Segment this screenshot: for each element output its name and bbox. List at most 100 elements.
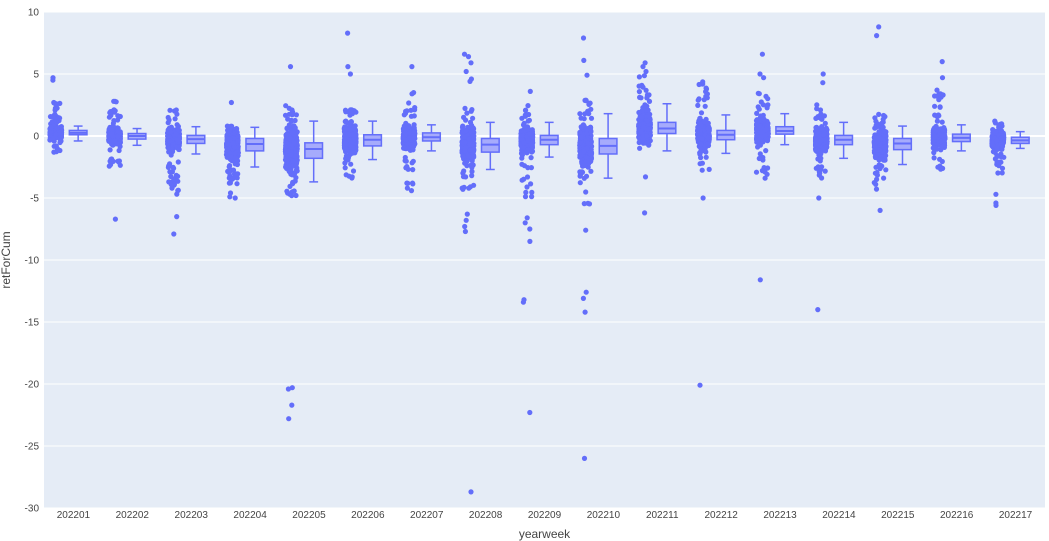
data-point bbox=[403, 130, 409, 136]
data-point bbox=[528, 155, 534, 161]
data-point bbox=[348, 119, 354, 125]
data-point bbox=[757, 151, 763, 157]
data-point bbox=[166, 117, 172, 123]
data-point bbox=[529, 189, 535, 195]
data-point bbox=[49, 119, 55, 125]
y-tick-label: 10 bbox=[28, 8, 40, 19]
y-tick-label: -5 bbox=[30, 194, 39, 205]
data-point bbox=[283, 164, 289, 170]
outlier-point bbox=[232, 195, 238, 201]
box-group-202204[interactable] bbox=[223, 99, 265, 201]
data-point bbox=[224, 153, 230, 160]
outlier-point bbox=[640, 64, 646, 70]
data-point bbox=[352, 126, 358, 132]
data-point bbox=[406, 100, 412, 106]
data-point bbox=[579, 169, 585, 175]
outlier-point bbox=[643, 68, 649, 75]
data-point bbox=[342, 165, 348, 171]
data-point bbox=[765, 102, 771, 108]
data-point bbox=[349, 150, 355, 156]
outlier-point bbox=[527, 226, 533, 232]
data-point bbox=[578, 134, 584, 140]
data-point bbox=[636, 74, 643, 80]
data-point bbox=[288, 152, 294, 158]
data-point bbox=[581, 116, 587, 122]
data-point bbox=[703, 93, 709, 99]
outlier-point bbox=[580, 295, 587, 301]
outlier-point bbox=[761, 75, 767, 81]
data-point bbox=[525, 147, 531, 153]
data-point bbox=[293, 163, 299, 169]
data-point bbox=[698, 149, 704, 155]
jitter-points bbox=[47, 75, 65, 155]
data-point bbox=[167, 125, 173, 131]
data-point bbox=[462, 148, 468, 154]
data-point bbox=[110, 120, 116, 126]
data-point bbox=[165, 145, 171, 151]
data-point bbox=[697, 127, 703, 133]
outlier-point bbox=[584, 72, 590, 78]
data-point bbox=[285, 190, 291, 196]
outlier-point bbox=[462, 228, 468, 235]
data-point bbox=[528, 141, 534, 147]
data-point bbox=[410, 147, 416, 153]
data-point bbox=[53, 132, 59, 138]
outlier-point bbox=[468, 489, 474, 495]
data-point bbox=[646, 126, 652, 132]
data-point bbox=[175, 123, 181, 130]
data-point bbox=[402, 145, 408, 151]
box-iqr bbox=[304, 142, 324, 160]
data-point bbox=[168, 129, 174, 135]
data-point bbox=[411, 122, 417, 128]
data-point bbox=[230, 140, 236, 146]
data-point bbox=[588, 115, 595, 121]
data-point bbox=[700, 79, 706, 85]
data-point bbox=[110, 158, 116, 164]
data-point bbox=[528, 165, 535, 171]
outlier-point bbox=[345, 64, 351, 70]
data-point bbox=[705, 141, 711, 147]
box-group-202202[interactable] bbox=[106, 98, 147, 222]
data-point bbox=[469, 173, 475, 179]
box-series[interactable] bbox=[47, 24, 1030, 495]
outlier-point bbox=[581, 455, 588, 461]
data-point bbox=[583, 173, 590, 179]
data-point bbox=[175, 173, 181, 179]
data-point bbox=[233, 126, 240, 132]
data-point bbox=[699, 160, 706, 166]
data-point bbox=[57, 139, 63, 146]
data-point bbox=[577, 180, 583, 186]
box-group-202203[interactable] bbox=[165, 107, 206, 237]
data-point bbox=[759, 129, 765, 135]
outlier-point bbox=[468, 60, 474, 66]
data-point bbox=[350, 145, 356, 151]
data-point bbox=[343, 118, 349, 124]
outlier-point bbox=[464, 211, 470, 217]
data-point bbox=[175, 137, 181, 143]
box-group-202201[interactable] bbox=[47, 75, 88, 155]
data-point bbox=[175, 159, 181, 165]
data-point bbox=[343, 126, 349, 132]
data-point bbox=[756, 155, 762, 162]
outlier-point bbox=[697, 382, 703, 388]
data-point bbox=[585, 126, 591, 132]
data-point bbox=[292, 117, 298, 124]
data-point bbox=[762, 169, 768, 175]
data-point bbox=[756, 91, 762, 97]
outlier-point bbox=[527, 238, 533, 244]
data-point bbox=[401, 112, 407, 118]
data-point bbox=[637, 145, 643, 151]
data-point bbox=[166, 149, 172, 155]
data-point bbox=[585, 140, 591, 146]
y-tick-label: -25 bbox=[25, 442, 40, 453]
outlier-point bbox=[285, 386, 291, 392]
data-point bbox=[519, 155, 525, 161]
data-point bbox=[50, 113, 56, 120]
data-point bbox=[577, 140, 583, 146]
data-point bbox=[342, 107, 349, 113]
data-point bbox=[291, 140, 297, 146]
outlier-point bbox=[527, 88, 533, 94]
data-point bbox=[698, 155, 704, 161]
jitter-points bbox=[106, 98, 123, 222]
data-point bbox=[588, 168, 594, 174]
